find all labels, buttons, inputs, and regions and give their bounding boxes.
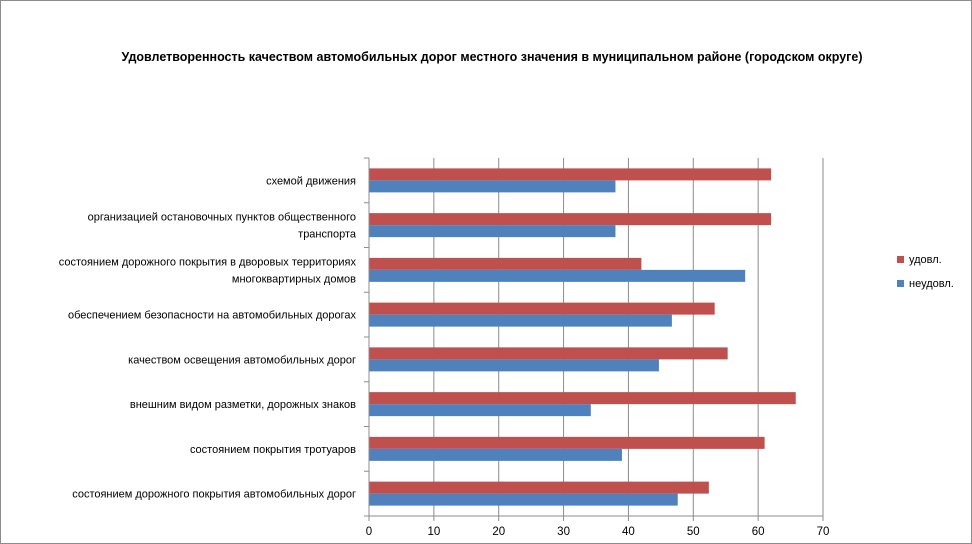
- bars: [369, 168, 796, 506]
- bar-unsatisfied: [369, 359, 659, 372]
- category-label: транспорта: [298, 229, 357, 241]
- category-label: многоквартирных домов: [232, 273, 356, 285]
- category-label: схемой движения: [266, 175, 356, 187]
- bar-satisfied: [369, 168, 772, 181]
- x-tick-label: 10: [427, 526, 440, 538]
- category-labels: схемой движения организацией остановочны…: [59, 175, 357, 500]
- legend-label: неудовл.: [909, 278, 954, 290]
- legend-label: удовл.: [909, 254, 942, 266]
- gridlines: [433, 158, 824, 516]
- bar-unsatisfied: [369, 493, 678, 506]
- x-tick-label: 40: [622, 526, 635, 538]
- x-tick-label: 50: [687, 526, 700, 538]
- category-label: состоянием дорожного покрытия автомобиль…: [72, 489, 356, 501]
- category-label: состоянием дорожного покрытия в дворовых…: [59, 256, 357, 268]
- bar-unsatisfied: [369, 225, 616, 238]
- x-tick-label: 0: [366, 526, 372, 538]
- bar-satisfied: [369, 302, 715, 315]
- bar-satisfied: [369, 347, 728, 360]
- axes: [364, 157, 824, 521]
- category-label: обеспечением безопасности на автомобильн…: [68, 310, 356, 322]
- bar-satisfied: [369, 257, 642, 270]
- bar-unsatisfied: [369, 314, 672, 327]
- bar-satisfied: [369, 392, 796, 405]
- bar-unsatisfied: [369, 448, 622, 461]
- legend-swatch: [897, 280, 904, 287]
- bar-satisfied: [369, 436, 765, 449]
- bar-satisfied: [369, 481, 709, 494]
- x-tick-label: 60: [752, 526, 765, 538]
- category-label: внешним видом разметки, дорожных знаков: [130, 399, 356, 411]
- bar-unsatisfied: [369, 404, 591, 417]
- x-tick-label: 70: [817, 526, 830, 538]
- x-tick-label: 20: [492, 526, 505, 538]
- bar-satisfied: [369, 213, 772, 226]
- bar-unsatisfied: [369, 269, 746, 282]
- category-label: качеством освещения автомобильных дорог: [128, 354, 356, 366]
- chart-title: Удовлетворенность качеством автомобильны…: [121, 50, 863, 64]
- x-tick-label: 30: [557, 526, 570, 538]
- category-label: состоянием покрытия тротуаров: [190, 444, 356, 456]
- bar-unsatisfied: [369, 180, 616, 193]
- x-tick-labels: 0 10 20 30 40 50 60 70: [366, 526, 830, 538]
- category-label: организацией остановочных пунктов общест…: [88, 212, 356, 224]
- legend: удовл. неудовл.: [897, 254, 954, 290]
- legend-swatch: [897, 256, 904, 263]
